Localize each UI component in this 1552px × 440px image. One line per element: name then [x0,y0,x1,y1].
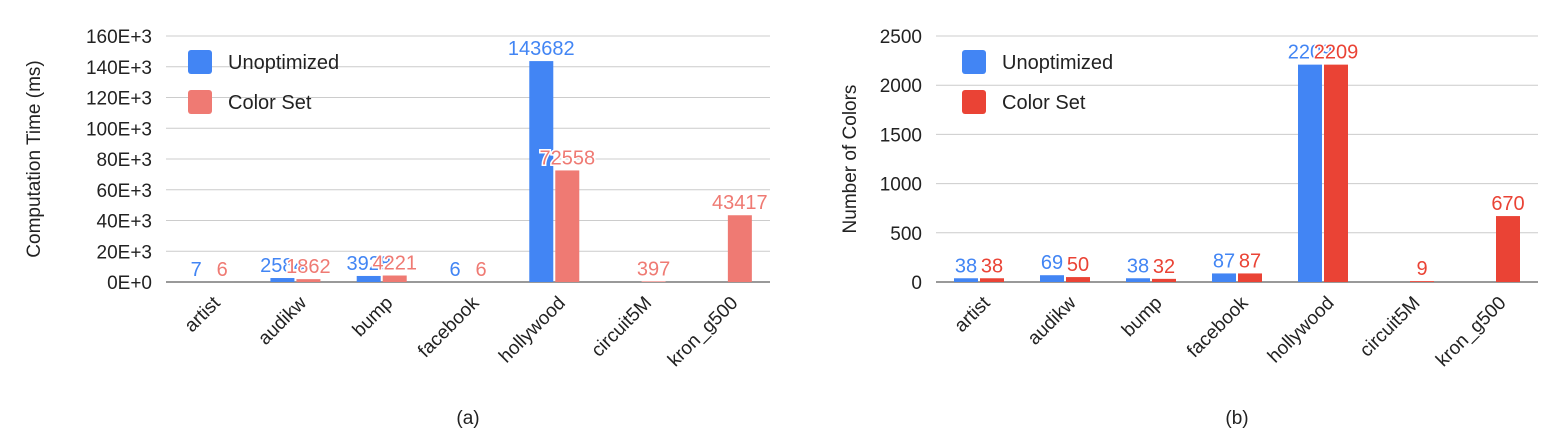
y-tick-label: 2000 [880,76,922,97]
data-label: 2209 [1288,42,1333,64]
data-label: 38 [955,255,977,277]
bar-facebook-0 [1212,273,1236,282]
bar-audikw-1 [1066,277,1090,282]
y-axis-title: Number of Colors [840,85,861,234]
x-tick-label: circuit5M [1356,293,1425,362]
y-tick-label: 160E+3 [86,27,152,48]
legend-label-1: Color Set [228,92,312,114]
x-tick-label: facebook [1183,292,1253,362]
data-label: 32 [1153,256,1175,278]
data-label: 1862 [286,256,331,278]
bar-audikw-0 [1040,275,1064,282]
data-label: 50 [1067,254,1089,276]
bar-audikw-1 [296,279,321,282]
x-tick-label: kron_g500 [664,293,742,371]
y-tick-label: 1500 [880,125,922,146]
chart-a: 0E+0 20E+3 40E+3 60E+3 80E+3 100E+3 120E+3 140E… [24,27,770,429]
data-label: 4221 [372,253,417,275]
data-label: 2584 [260,255,305,277]
bar-bump-1 [382,275,407,282]
y-tick-label: 0 [911,273,922,294]
legend-label-1: Color Set [1002,92,1086,114]
data-label: 3928 [346,253,391,275]
legend-label-0: Unoptimized [228,52,339,74]
data-label: 38 [1127,255,1149,277]
bar-circuit5M-1 [1410,281,1434,282]
y-tick-label: 1000 [880,175,922,196]
bar-hollywood-0 [529,61,554,282]
data-label: 6 [217,259,228,281]
data-label: 6 [475,259,486,281]
chart-b: 0 500 1000 1500 2000 2500 Number of Colors 38 69… [840,27,1538,429]
bar-bump-0 [1126,278,1150,282]
legend-label-0: Unoptimized [1002,52,1113,74]
y-tick-label: 40E+3 [97,212,152,233]
x-tick-label: artist [951,292,995,336]
y-tick-label: 140E+3 [86,58,152,79]
legend-swatch-0 [188,50,212,74]
bar-kron_g500-1 [727,215,752,282]
y-tick-label: 0E+0 [107,273,152,294]
data-label: 38 [981,255,1003,277]
bar-hollywood-0 [1298,64,1322,282]
chart-caption: (a) [456,408,479,429]
data-label: 2209 [1314,42,1359,64]
bar-facebook-1 [1238,273,1262,282]
x-tick-label: audikw [1024,292,1081,349]
bar-hollywood-1 [1324,64,1348,282]
bar-hollywood-1 [555,170,580,282]
x-tick-label: circuit5M [588,293,657,362]
bar-circuit5M-1 [641,281,666,282]
x-tick-label: facebook [414,292,484,362]
y-tick-label: 100E+3 [86,119,152,140]
data-label: 69 [1041,252,1063,274]
bar-bump-1 [1152,278,1176,282]
data-label: 6 [449,259,460,281]
y-tick-label: 80E+3 [97,150,152,171]
y-tick-label: 120E+3 [86,89,152,110]
x-tick-label: hollywood [1264,293,1339,368]
x-tick-label: bump [349,293,397,341]
x-tick-label: audikw [254,292,311,349]
legend-swatch-1 [188,90,212,114]
data-label: 72558 [539,147,595,169]
x-tick-label: hollywood [495,293,570,368]
y-tick-label: 20E+3 [97,242,152,263]
x-tick-label: artist [181,292,225,336]
y-tick-label: 500 [890,224,922,245]
data-label: 670 [1491,193,1524,215]
x-tick-label: kron_g500 [1432,293,1510,371]
legend-swatch-0 [962,50,986,74]
data-label: 7 [191,259,202,281]
y-axis-title: Computation Time (ms) [24,60,45,257]
data-label: 9 [1416,258,1427,280]
data-label: 143682 [508,38,575,60]
bar-bump-0 [356,275,381,282]
legend-swatch-1 [962,90,986,114]
data-label: 87 [1239,250,1261,272]
x-tick-label: bump [1118,293,1166,341]
bar-artist-1 [980,278,1004,282]
bar-audikw-0 [270,278,295,282]
bar-artist-0 [954,278,978,282]
data-label: 397 [637,258,670,280]
chart-caption: (b) [1225,408,1248,429]
bar-kron_g500-1 [1496,216,1520,282]
data-label: 43417 [712,192,768,214]
y-tick-label: 2500 [880,27,922,48]
data-label: 87 [1213,250,1235,272]
y-tick-label: 60E+3 [97,181,152,202]
